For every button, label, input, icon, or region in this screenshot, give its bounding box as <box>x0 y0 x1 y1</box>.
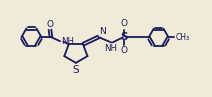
Text: S: S <box>120 32 128 42</box>
Text: N: N <box>99 27 106 36</box>
Text: S: S <box>73 65 79 75</box>
Text: NH: NH <box>61 38 74 46</box>
Text: O: O <box>46 20 53 29</box>
Text: O: O <box>120 19 127 28</box>
Text: NH: NH <box>104 44 117 53</box>
Text: CH₃: CH₃ <box>175 33 189 42</box>
Text: O: O <box>120 46 127 55</box>
